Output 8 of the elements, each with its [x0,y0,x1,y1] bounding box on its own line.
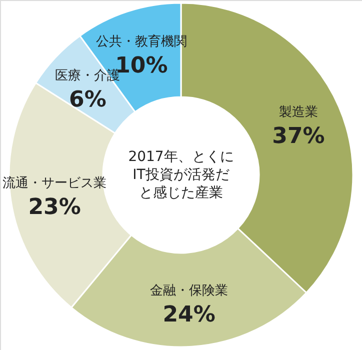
data-label: 24% [162,302,216,328]
text: 2017年、とくにIT投資が活発だと感じた産業 [128,149,234,201]
data-label: 37% [272,124,325,150]
slice-label: 流通・サービス業 [2,175,107,192]
slice-label: 製造業 [278,105,318,120]
slice-label: 金融・保険業 [150,284,228,299]
data-label: 6% [69,87,106,112]
data-label: 23% [28,195,81,220]
